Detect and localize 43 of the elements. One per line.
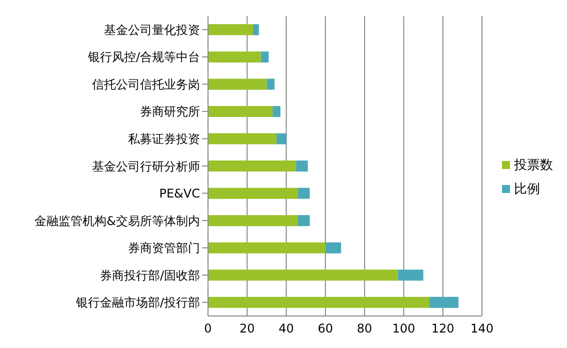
- y-tick-label: 券商资管部门: [128, 241, 200, 256]
- bar: [208, 24, 254, 36]
- y-tick-label: 私募证券投资: [128, 132, 200, 146]
- y-tick-label: 基金公司行研分析师: [92, 159, 200, 174]
- legend-label: 投票数: [514, 158, 553, 173]
- bar: [208, 51, 261, 62]
- y-tick-label: 券商研究所: [140, 104, 200, 119]
- bar: [208, 296, 430, 308]
- x-tick-label: 80: [356, 322, 372, 336]
- x-tick-label: 40: [278, 322, 294, 336]
- bar: [296, 160, 308, 172]
- y-tick-label: PE&VC: [159, 186, 200, 201]
- bar: [325, 242, 342, 254]
- bar: [429, 296, 459, 308]
- x-tick-label: 140: [470, 322, 494, 336]
- bar: [208, 270, 398, 281]
- x-tick-label: 60: [318, 322, 334, 336]
- bar: [208, 188, 298, 199]
- legend-label: 比例: [514, 182, 540, 197]
- bar: [208, 133, 276, 144]
- y-tick-label: 信托公司信托业务岗: [92, 77, 200, 92]
- bar: [208, 215, 298, 226]
- bar: [276, 133, 286, 144]
- bar: [208, 78, 267, 90]
- bar: [253, 24, 259, 36]
- y-tick-label: 基金公司量化投资: [104, 22, 200, 37]
- bar: [398, 270, 424, 281]
- x-tick-label: 120: [431, 322, 454, 336]
- y-tick-label: 券商投行部/固收部: [100, 268, 200, 282]
- y-tick-label: 银行金融市场部/投行部: [74, 296, 200, 310]
- bar: [266, 78, 275, 90]
- bar: [208, 242, 326, 254]
- x-tick-label: 20: [240, 322, 255, 336]
- y-tick-label: 金融监管机构&交易所等体制内: [34, 214, 200, 228]
- bar: [208, 160, 296, 172]
- y-tick-label: 银行风控/合规等中台: [86, 50, 200, 64]
- bar: [208, 106, 273, 117]
- bar: [260, 51, 269, 62]
- x-tick-label: 100: [392, 322, 416, 336]
- x-tick-label: 0: [204, 322, 212, 336]
- bar: [272, 106, 280, 117]
- bar: [298, 188, 310, 199]
- bar: [298, 215, 310, 226]
